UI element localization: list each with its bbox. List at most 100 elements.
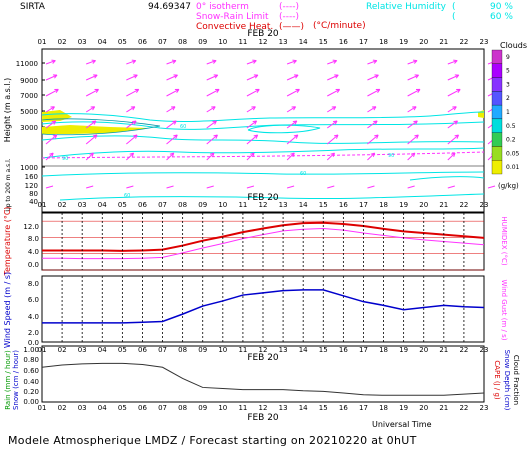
rh-90-bracket: ( bbox=[452, 2, 456, 12]
bottom-hour-b-tick: 04 bbox=[98, 404, 107, 412]
panel4-ylabel-cape: CAPE (J / g) bbox=[493, 360, 501, 400]
contour-label: 60 bbox=[180, 124, 186, 130]
mid-hour-tick: 16 bbox=[339, 201, 348, 209]
bottom-hour-a-tick: 23 bbox=[480, 346, 489, 354]
wind-arrowhead bbox=[213, 74, 219, 79]
wind-arrow bbox=[447, 74, 459, 81]
panel4-ylabel-rain: Rain (mm / hour) bbox=[4, 350, 12, 410]
cloud-colorbar-cell bbox=[491, 146, 503, 161]
wind-arrowhead bbox=[51, 120, 57, 125]
bottom-hour-a-tick: 18 bbox=[379, 346, 388, 354]
cloud-colorbar-cell bbox=[491, 118, 503, 133]
mid-hour-tick: 09 bbox=[198, 201, 207, 209]
bottom-hour-b-tick: 18 bbox=[379, 404, 388, 412]
panel4-ytick: 0.60 bbox=[23, 367, 39, 375]
wind-arrowhead bbox=[253, 134, 259, 139]
date-label-1: FEB 20 bbox=[247, 29, 279, 39]
panel4-ytick: 0.00 bbox=[23, 398, 39, 406]
wind-arrow bbox=[45, 88, 59, 97]
wind-arrow bbox=[206, 106, 216, 113]
bottom-hour-b-tick: 13 bbox=[279, 404, 288, 412]
wind-arrow bbox=[447, 88, 461, 97]
wind-arrow bbox=[166, 106, 176, 113]
panel4-ylabel-sd: Snow Depth (cm) bbox=[503, 350, 511, 411]
bottom-hour-a-tick: 21 bbox=[439, 346, 448, 354]
top-hour-tick: 13 bbox=[279, 38, 288, 46]
wind-arrowhead bbox=[374, 134, 379, 139]
wind-arrow bbox=[286, 120, 298, 129]
wind-arrow bbox=[286, 88, 300, 97]
cloud-colorbar-tick: 0.2 bbox=[506, 137, 516, 144]
panel1-ytick-low: 80 bbox=[29, 190, 38, 198]
top-hour-tick: 12 bbox=[259, 38, 268, 46]
wind-arrowhead bbox=[209, 152, 215, 157]
top-hour-tick: 07 bbox=[158, 38, 167, 46]
wind-arrow bbox=[447, 152, 456, 161]
wind-arrowhead bbox=[415, 88, 421, 93]
mid-hour-tick: 20 bbox=[419, 201, 428, 209]
cloud-colorbar-tick: 0.01 bbox=[506, 164, 520, 171]
top-hour-tick: 22 bbox=[459, 38, 468, 46]
wind-arrowhead bbox=[414, 74, 419, 79]
wind-arrow bbox=[126, 120, 137, 129]
wind-arrow-low bbox=[126, 185, 134, 189]
mid-hour-tick: 08 bbox=[178, 201, 187, 209]
wind-arrowhead bbox=[454, 134, 460, 139]
top-hour-tick: 01 bbox=[38, 38, 47, 46]
bottom-hour-b-tick: 10 bbox=[218, 404, 227, 412]
mid-hour-tick: 15 bbox=[319, 201, 328, 209]
wind-arrow bbox=[447, 60, 458, 65]
mid-hour-tick: 18 bbox=[379, 201, 388, 209]
panel4-ytick: 0.20 bbox=[23, 388, 39, 396]
wind-arrow bbox=[206, 120, 217, 129]
wind-arrowhead bbox=[293, 134, 299, 139]
panel2-ytick: 12.0 bbox=[23, 223, 39, 231]
wind-arrowhead bbox=[173, 74, 178, 79]
cloud-colorbar-tick: 1 bbox=[506, 109, 510, 116]
wind-arrow bbox=[447, 106, 457, 113]
bottom-hour-b-tick: 15 bbox=[319, 404, 328, 412]
bottom-hour-a-tick: 22 bbox=[459, 346, 468, 354]
rh-contour bbox=[41, 147, 485, 159]
wind-arrowhead bbox=[173, 134, 178, 139]
wind-arrow bbox=[327, 60, 337, 65]
wind-arrowhead bbox=[212, 59, 217, 64]
wind-arrowhead bbox=[290, 152, 295, 157]
bottom-hour-b-tick: 20 bbox=[419, 404, 428, 412]
mid-hour-tick: 03 bbox=[78, 201, 87, 209]
wind-arrowhead bbox=[49, 152, 54, 157]
panel3-ytick: 2.0 bbox=[28, 329, 39, 337]
bottom-hour-b-tick: 21 bbox=[439, 404, 448, 412]
wind-arrowhead bbox=[374, 74, 379, 79]
wind-arrowhead bbox=[91, 120, 97, 125]
wind-arrow bbox=[45, 60, 56, 65]
panel3-ylabel-right: Wind Gust (m / s) bbox=[500, 279, 508, 340]
wind-arrowhead bbox=[375, 88, 381, 93]
wind-arrow bbox=[286, 74, 299, 81]
bottom-hour-a-tick: 05 bbox=[118, 346, 127, 354]
wind-arrowhead bbox=[93, 74, 98, 79]
rh-90-label: 90 % bbox=[490, 2, 513, 12]
cloud-colorbar-cell bbox=[491, 91, 503, 106]
site-label: SIRTA bbox=[20, 2, 46, 12]
mid-hour-tick: 22 bbox=[459, 201, 468, 209]
bottom-hour-a-tick: 07 bbox=[158, 346, 167, 354]
cloud-colorbar-cell bbox=[491, 160, 503, 175]
wind-arrow bbox=[407, 88, 421, 97]
top-hour-tick: 06 bbox=[138, 38, 147, 46]
bottom-hour-a-tick: 13 bbox=[279, 346, 288, 354]
mid-hour-tick: 07 bbox=[158, 201, 167, 209]
wind-arrowhead bbox=[54, 88, 59, 93]
top-hour-tick: 19 bbox=[399, 38, 408, 46]
cloud-colorbar-cell bbox=[491, 77, 503, 92]
wind-arrowhead bbox=[170, 106, 176, 111]
wind-arrow bbox=[166, 74, 178, 81]
mid-hour-tick: 05 bbox=[118, 201, 127, 209]
wind-arrow bbox=[206, 152, 215, 161]
convective-unit: (°C/minute) bbox=[313, 21, 366, 31]
wind-arrowhead bbox=[373, 120, 378, 125]
bottom-hour-a-tick: 20 bbox=[419, 346, 428, 354]
panel2-ylabel-right: HUMIDEX (°C) bbox=[500, 216, 508, 265]
wind-arrow bbox=[126, 134, 138, 145]
wind-arrowhead bbox=[413, 120, 418, 125]
